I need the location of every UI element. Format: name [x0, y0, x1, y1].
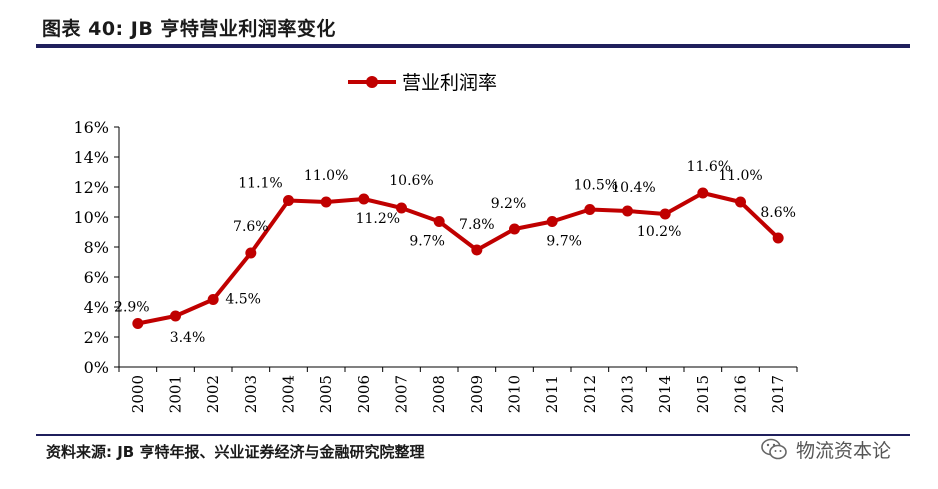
y-tick-label: 12%: [73, 178, 109, 197]
x-tick-label: 2004: [280, 375, 298, 413]
data-label: 11.6%: [687, 159, 731, 175]
data-point: [772, 232, 784, 244]
data-point: [659, 208, 671, 220]
data-label: 9.7%: [546, 234, 582, 250]
wechat-icon: [761, 438, 787, 460]
watermark: 物流资本论: [760, 434, 891, 464]
data-label: 9.2%: [491, 196, 527, 212]
data-point: [546, 216, 558, 227]
x-tick-label: 2000: [129, 375, 147, 413]
data-point: [584, 204, 596, 215]
data-point: [358, 193, 370, 205]
source-note: 资料来源: JB 亨特年报、兴业证券经济与金融研究院整理: [46, 443, 425, 461]
data-point: [320, 196, 332, 208]
data-label: 10.2%: [637, 224, 681, 240]
data-label: 4.5%: [225, 292, 261, 308]
x-tick-label: 2002: [204, 375, 222, 413]
data-point: [509, 223, 520, 235]
data-label: 11.2%: [356, 211, 400, 227]
y-tick-label: 0%: [84, 358, 109, 377]
data-label: 11.0%: [304, 168, 348, 184]
x-tick-label: 2006: [355, 375, 373, 413]
data-point: [207, 294, 219, 305]
data-point: [697, 187, 709, 199]
data-point: [396, 202, 407, 214]
x-tick-label: 2014: [656, 375, 674, 413]
x-tick-label: 2007: [393, 375, 411, 413]
watermark-label: 物流资本论: [796, 439, 892, 462]
data-label: 11.1%: [238, 176, 282, 192]
x-tick-label: 2003: [242, 375, 260, 413]
y-tick-label: 2%: [84, 328, 109, 347]
x-tick-label: 2010: [506, 375, 524, 413]
chart-title: 图表 40: JB 亨特营业利润率变化: [42, 18, 336, 40]
x-tick-label: 2005: [317, 375, 335, 413]
y-tick-label: 4%: [84, 298, 109, 317]
x-tick-label: 2015: [694, 375, 712, 413]
legend-marker: [366, 76, 378, 88]
legend-label: 营业利润率: [402, 72, 497, 94]
data-label: 10.4%: [611, 180, 655, 196]
data-label: 3.4%: [170, 330, 206, 346]
x-tick-label: 2011: [543, 375, 561, 413]
y-tick-label: 14%: [73, 148, 109, 167]
y-tick-label: 10%: [73, 208, 109, 227]
data-label: 10.5%: [574, 178, 618, 194]
data-label: 2.9%: [114, 300, 150, 316]
x-tick-label: 2001: [167, 375, 185, 413]
y-tick-label: 16%: [73, 118, 109, 137]
data-label: 11.0%: [718, 168, 762, 184]
x-tick-label: 2012: [581, 375, 599, 413]
x-tick-label: 2013: [619, 375, 637, 413]
top-rule: [36, 44, 910, 48]
data-point: [471, 244, 483, 256]
line-chart: 0% 2% 4% 6% 8% 10% 12% 14% 16% 2000 2001 2002 2003 20…: [73, 72, 798, 413]
y-tick-label: 8%: [84, 238, 109, 257]
x-tick-label: 2009: [468, 375, 486, 413]
data-point: [622, 205, 633, 217]
data-point: [283, 195, 294, 206]
data-point: [170, 310, 181, 322]
x-tick-label: 2017: [769, 375, 787, 413]
data-point: [245, 247, 257, 259]
data-label: 8.6%: [760, 205, 796, 221]
data-label: 9.7%: [409, 234, 445, 250]
data-label: 7.8%: [459, 217, 495, 233]
y-tick-label: 6%: [84, 268, 109, 287]
data-label: 10.6%: [389, 173, 433, 189]
data-point: [735, 196, 746, 208]
bottom-rule: [36, 434, 910, 436]
data-point: [433, 216, 445, 227]
data-label: 7.6%: [233, 219, 269, 235]
x-tick-label: 2008: [430, 375, 448, 413]
data-point: [132, 318, 144, 329]
x-tick-label: 2016: [732, 375, 750, 413]
series-line: [137, 191, 780, 326]
